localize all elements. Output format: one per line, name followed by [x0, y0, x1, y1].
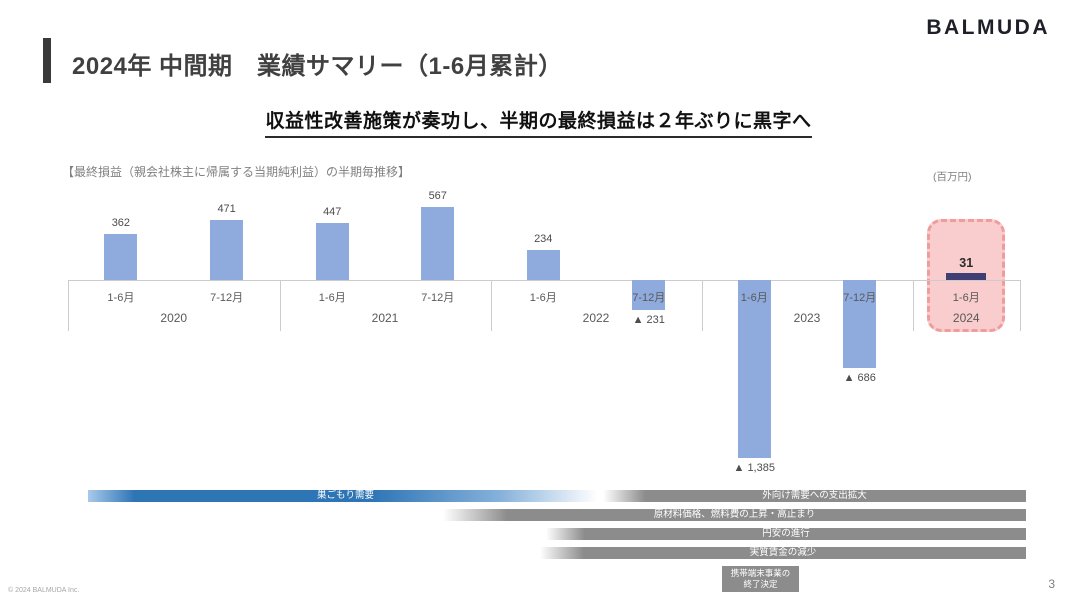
bar-2020-7-12月 — [210, 220, 244, 280]
period-label-2020-1-6月: 1-6月 — [107, 292, 135, 304]
bar-2024-1-6月 — [946, 273, 987, 280]
period-label-2023-1-6月: 1-6月 — [740, 292, 768, 304]
factor-bar-outbound-spending: 外向け需要への支出拡大 — [603, 490, 1026, 502]
bar-2021-1-6月 — [315, 223, 349, 280]
value-label-2020-7-12月: 471 — [217, 203, 236, 215]
x-axis-line — [68, 280, 1020, 281]
year-label-2024: 2024 — [952, 311, 980, 325]
x-axis-tick — [68, 280, 69, 331]
x-axis-tick — [490, 280, 492, 331]
factor-label: 巣ごもり需要 — [316, 490, 374, 501]
period-label-2021-1-6月: 1-6月 — [318, 292, 346, 304]
bar-2023-7-12月 — [843, 280, 877, 368]
bar-2022-7-12月 — [632, 280, 666, 310]
factor-box-mobile-business-termination: 携帯端末事業の 終了決定 — [722, 566, 799, 592]
bar-2020-1-6月 — [104, 234, 138, 280]
headline: 収益性改善施策が奏功し、半期の最終損益は２年ぶりに黒字へ — [265, 106, 812, 138]
x-axis-tick — [912, 280, 914, 331]
value-label-2022-7-12月: ▲ 231 — [632, 314, 665, 326]
year-label-2020: 2020 — [160, 311, 188, 325]
chart-caption: 【最終損益（親会社株主に帰属する当期純利益）の半期毎推移】 — [62, 165, 411, 179]
factor-label: 携帯端末事業の 終了決定 — [730, 567, 791, 589]
value-label-2022-1-6月: 234 — [534, 233, 553, 245]
bar-2021-7-12月 — [421, 207, 455, 280]
x-axis-tick — [1020, 280, 1021, 331]
factor-bar-stay-home-demand: 巣ごもり需要 — [88, 490, 603, 502]
factor-bar-raw-material-fuel-costs: 原材料価格、燃料費の上昇・高止まり — [443, 509, 1026, 521]
period-label-2024-1-6月: 1-6月 — [952, 292, 980, 304]
factor-label: 原材料価格、燃料費の上昇・高止まり — [653, 509, 816, 520]
factor-bar-yen-depreciation: 円安の進行 — [546, 528, 1026, 540]
value-label-2024-1-6月: 31 — [959, 256, 974, 270]
page-title: 2024年 中間期 業績サマリー（1-6月累計） — [72, 53, 563, 80]
x-axis-tick — [701, 280, 703, 331]
headline-container: 収益性改善施策が奏功し、半期の最終損益は２年ぶりに黒字へ — [0, 106, 1077, 138]
factor-label: 外向け需要への支出拡大 — [762, 490, 867, 501]
value-label-2020-1-6月: 362 — [111, 217, 131, 229]
factor-bar-real-wage-decline: 実質賃金の減少 — [540, 547, 1026, 559]
page-number: 3 — [1048, 577, 1055, 591]
x-axis-tick — [279, 280, 281, 331]
chart-unit-label: (百万円) — [933, 171, 972, 183]
period-label-2022-7-12月: 7-12月 — [632, 292, 666, 304]
factor-label: 実質賃金の減少 — [749, 547, 817, 558]
value-label-2023-1-6月: ▲ 1,385 — [733, 462, 775, 474]
year-label-2023: 2023 — [793, 311, 821, 325]
value-label-2023-7-12月: ▲ 686 — [843, 372, 876, 384]
year-label-2022: 2022 — [582, 311, 610, 325]
title-accent-bar — [43, 38, 51, 83]
copyright: © 2024 BALMUDA Inc. — [8, 587, 80, 594]
year-label-2021: 2021 — [371, 311, 399, 325]
factor-label: 円安の進行 — [762, 528, 810, 539]
value-label-2021-7-12月: 567 — [428, 190, 447, 202]
bar-2022-1-6月 — [526, 250, 560, 280]
value-label-2021-1-6月: 447 — [323, 206, 342, 218]
balmuda-logo: BALMUDA — [926, 16, 1050, 39]
period-label-2023-7-12月: 7-12月 — [843, 292, 877, 304]
period-label-2020-7-12月: 7-12月 — [210, 292, 244, 304]
bar-2023-1-6月 — [737, 280, 771, 458]
period-label-2022-1-6月: 1-6月 — [529, 292, 557, 304]
period-label-2021-7-12月: 7-12月 — [421, 292, 455, 304]
